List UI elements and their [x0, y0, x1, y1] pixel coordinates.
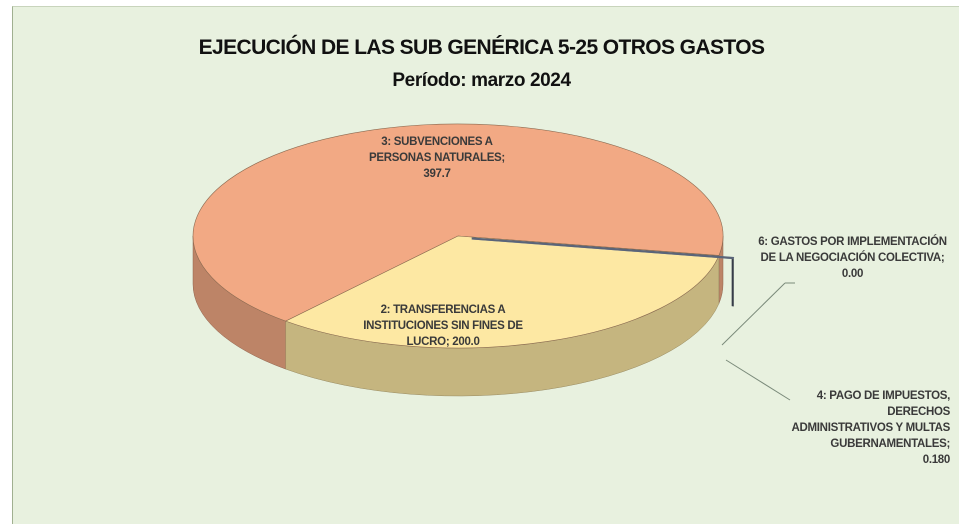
label-value: 200.0 [452, 336, 479, 348]
label-category: 2: TRANSFERENCIAS A INSTITUCIONES SIN FI… [363, 304, 523, 348]
label-category: 4: PAGO DE IMPUESTOS, DERECHOS ADMINISTR… [792, 390, 951, 450]
label-value: 397.7 [423, 168, 450, 180]
data-label: 2: TRANSFERENCIAS A INSTITUCIONES SIN FI… [358, 302, 528, 350]
label-category: 6: GASTOS POR IMPLEMENTACIÓN DE LA NEGOC… [758, 236, 947, 264]
label-category: 3: SUBVENCIONES A PERSONAS NATURALES; [369, 136, 505, 164]
leader-line [722, 283, 785, 345]
data-label: 3: SUBVENCIONES A PERSONAS NATURALES; 397… [352, 134, 522, 182]
label-value: 0.00 [842, 268, 863, 280]
data-label: 4: PAGO DE IMPUESTOS, DERECHOS ADMINISTR… [785, 388, 950, 468]
data-label: 6: GASTOS POR IMPLEMENTACIÓN DE LA NEGOC… [755, 234, 950, 282]
label-value: 0.180 [923, 454, 950, 466]
leader-line [726, 360, 790, 400]
